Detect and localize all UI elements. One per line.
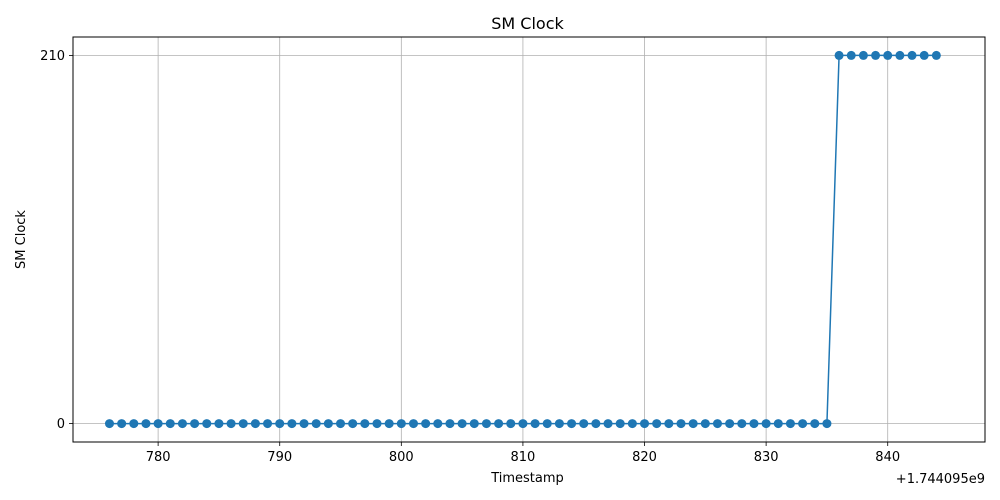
data-point — [518, 419, 528, 429]
data-point — [615, 419, 625, 429]
data-point — [895, 50, 905, 60]
data-point — [858, 50, 868, 60]
chart-title: SM Clock — [491, 14, 564, 33]
data-point — [785, 419, 795, 429]
data-point — [323, 419, 333, 429]
data-point — [104, 419, 114, 429]
data-point — [603, 419, 613, 429]
data-point — [737, 419, 747, 429]
x-tick-label: 840 — [875, 450, 900, 465]
data-point — [810, 419, 820, 429]
data-point — [469, 419, 479, 429]
data-point — [846, 50, 856, 60]
data-point — [542, 419, 552, 429]
data-point — [214, 419, 224, 429]
data-point — [481, 419, 491, 429]
data-point — [275, 419, 285, 429]
data-point — [761, 419, 771, 429]
data-point — [129, 419, 139, 429]
data-point — [749, 419, 759, 429]
data-point — [688, 419, 698, 429]
data-point — [798, 419, 808, 429]
data-point — [883, 50, 893, 60]
data-point — [311, 419, 321, 429]
data-point — [238, 419, 248, 429]
data-point — [664, 419, 674, 429]
data-point — [177, 419, 187, 429]
data-point — [190, 419, 200, 429]
data-point — [153, 419, 163, 429]
x-tick-label: 810 — [511, 450, 536, 465]
data-point — [287, 419, 297, 429]
data-point — [627, 419, 637, 429]
data-point — [263, 419, 273, 429]
data-point — [117, 419, 127, 429]
data-point — [360, 419, 370, 429]
y-axis-ticks: 0 210 — [40, 49, 73, 432]
data-point — [725, 419, 735, 429]
data-point — [141, 419, 151, 429]
data-point — [554, 419, 564, 429]
grid — [73, 37, 985, 442]
data-point — [372, 419, 382, 429]
data-point — [494, 419, 504, 429]
x-tick-label: 820 — [632, 450, 657, 465]
data-point — [433, 419, 443, 429]
plot-frame — [72, 36, 986, 443]
data-point — [919, 50, 929, 60]
data-point — [165, 419, 175, 429]
data-point — [250, 419, 260, 429]
y-axis-label: SM Clock — [14, 210, 29, 269]
x-axis-offset-label: +1.744095e9 — [896, 472, 985, 487]
data-point — [652, 419, 662, 429]
data-point — [700, 419, 710, 429]
data-point — [457, 419, 467, 429]
data-point — [931, 50, 941, 60]
x-tick-label: 800 — [389, 450, 414, 465]
data-point — [640, 419, 650, 429]
data-point — [506, 419, 516, 429]
data-point — [579, 419, 589, 429]
data-point — [445, 419, 455, 429]
data-point — [871, 50, 881, 60]
data-point — [773, 419, 783, 429]
data-point — [421, 419, 431, 429]
data-point — [712, 419, 722, 429]
data-point — [834, 50, 844, 60]
x-tick-label: 790 — [267, 450, 292, 465]
y-tick-label: 210 — [40, 49, 65, 64]
data-point — [907, 50, 917, 60]
x-tick-label: 830 — [754, 450, 779, 465]
data-point — [396, 419, 406, 429]
data-point — [676, 419, 686, 429]
data-point — [591, 419, 601, 429]
x-axis-label: Timestamp — [490, 471, 564, 486]
data-point — [530, 419, 540, 429]
data-point — [226, 419, 236, 429]
data-point — [202, 419, 212, 429]
x-tick-label: 780 — [146, 450, 171, 465]
data-point — [348, 419, 358, 429]
y-tick-label: 0 — [57, 417, 65, 432]
data-point — [336, 419, 346, 429]
x-axis-ticks: 780 790 800 810 820 830 840 — [146, 442, 900, 465]
series-group — [104, 50, 941, 429]
data-point — [384, 419, 394, 429]
data-point — [567, 419, 577, 429]
data-point — [822, 419, 832, 429]
data-point — [408, 419, 418, 429]
data-point — [299, 419, 309, 429]
